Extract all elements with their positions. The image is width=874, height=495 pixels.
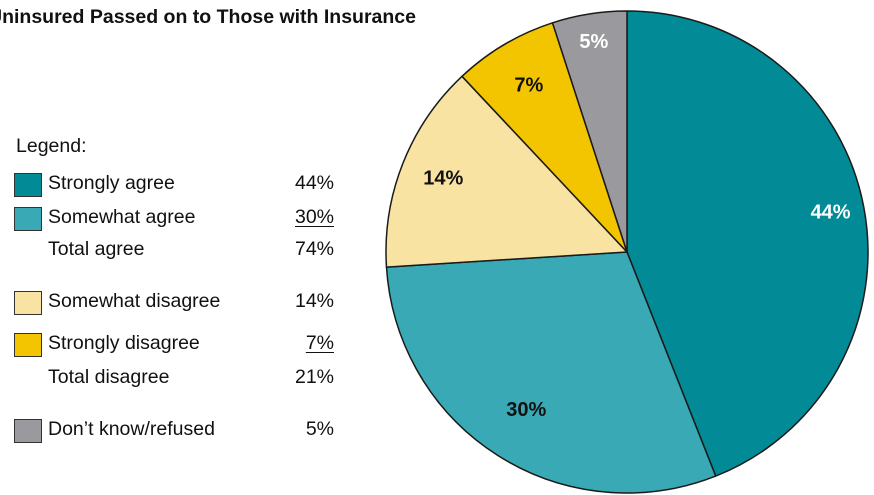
legend-swatch [14,333,42,357]
legend-value: 74% [294,238,334,260]
legend-swatch [14,173,42,197]
legend-item-strongly-agree: Strongly agree 44% [14,172,334,198]
legend-value: 5% [305,418,334,440]
pie-label-strongly-disagree: 7% [514,74,543,96]
legend-label: Somewhat agree [48,206,196,228]
legend-item-somewhat-disagree: Somewhat disagree 14% [14,290,334,316]
chart-title: Uninsured Passed on to Those with Insura… [0,6,416,28]
legend-item-somewhat-agree: Somewhat agree 30% [14,206,334,232]
legend-label: Total disagree [48,366,170,388]
legend-label: Strongly agree [48,172,175,194]
legend-total-disagree: Total disagree 21% [14,366,334,392]
legend-swatch [14,291,42,315]
legend-heading: Legend: [16,135,87,157]
legend-swatch [14,207,42,231]
pie-slice-somewhat-disagree [385,75,628,268]
legend-value: 7% [305,332,334,354]
pie-label-don-t-know-refused: 5% [579,31,608,53]
pie-label-somewhat-agree: 30% [506,399,546,421]
legend-value: 44% [294,172,334,194]
legend-value: 30% [294,206,334,228]
legend-item-strongly-disagree: Strongly disagree 7% [14,332,334,358]
pie-slice-somewhat-agree [385,251,717,494]
legend-label: Don’t know/refused [48,418,215,440]
legend-value: 14% [294,290,334,312]
legend-swatch [14,419,42,443]
pie-slice-don-t-know-refused [551,10,628,253]
pie-label-strongly-agree: 44% [811,201,851,223]
legend-value: 21% [294,366,334,388]
legend-label: Somewhat disagree [48,290,221,312]
pie-label-somewhat-disagree: 14% [423,168,463,190]
legend-total-agree: Total agree 74% [14,238,334,264]
legend-label: Strongly disagree [48,332,200,354]
legend-label: Total agree [48,238,145,260]
pie-slice-strongly-disagree [461,22,628,253]
legend-item-dont-know: Don’t know/refused 5% [14,418,334,444]
pie-slice-strongly-agree [626,10,869,477]
